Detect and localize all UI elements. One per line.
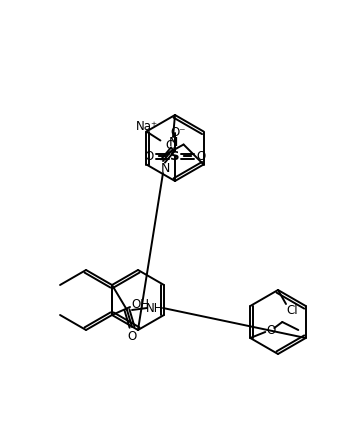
Text: Cl: Cl [166, 139, 177, 152]
Text: O: O [196, 149, 206, 162]
Text: NH: NH [146, 301, 164, 314]
Text: O: O [144, 149, 154, 162]
Text: O: O [127, 331, 137, 343]
Text: S: S [170, 149, 180, 162]
Text: OH: OH [131, 299, 149, 311]
Text: N: N [160, 162, 170, 174]
Text: O⁻: O⁻ [170, 127, 186, 139]
Text: Na⁺: Na⁺ [136, 120, 158, 133]
Text: O: O [267, 324, 276, 336]
Text: N: N [168, 137, 178, 149]
Text: Cl: Cl [286, 304, 298, 317]
